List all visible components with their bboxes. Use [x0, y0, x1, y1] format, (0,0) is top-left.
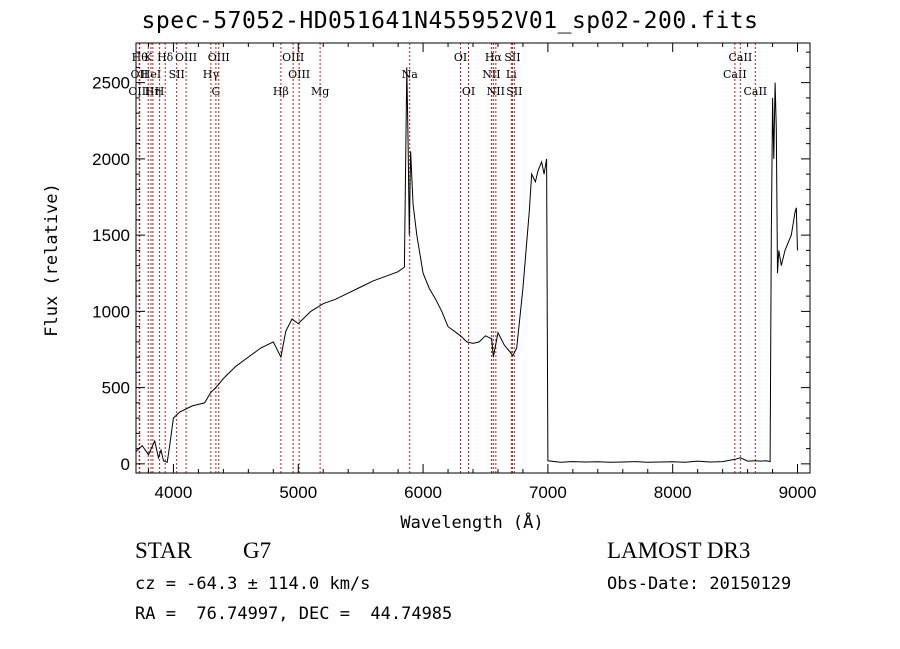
flux-series-line — [135, 67, 798, 464]
y-tick-label: 1500 — [92, 226, 130, 245]
line-label-22: NII — [487, 85, 505, 98]
redshift-velocity: cz = -64.3 ± 114.0 km/s — [135, 574, 371, 594]
survey-name: LAMOST DR3 — [607, 538, 751, 563]
plot-frame — [135, 42, 811, 474]
line-label-9: OIII — [175, 51, 197, 64]
line-label-20: NII — [482, 68, 500, 81]
object-subclass: G7 — [243, 538, 272, 563]
line-label-10: Hγ — [203, 68, 220, 81]
line-label-7: Hδ — [157, 51, 174, 64]
x-tick-label: 9000 — [779, 483, 817, 502]
object-type: STAR — [135, 538, 192, 563]
line-label-19: OI — [462, 85, 475, 98]
line-label-13: Hβ — [273, 85, 289, 98]
line-label-15: OIII — [288, 68, 310, 81]
x-tick-label: 7000 — [529, 483, 567, 502]
line-label-28: CaII — [743, 85, 767, 98]
line-label-26: CaII — [723, 68, 747, 81]
line-label-5: Hη — [145, 85, 161, 98]
coordinates: RA = 76.74997, DEC = 44.74985 — [135, 604, 453, 624]
y-tick-label: 1000 — [92, 302, 130, 321]
line-label-12: OIII — [208, 51, 230, 64]
line-label-17: Na — [402, 68, 419, 81]
x-tick-label: 8000 — [654, 483, 692, 502]
y-tick-label: 500 — [102, 379, 130, 398]
y-tick-label: 0 — [121, 455, 130, 474]
x-tick-label: 5000 — [279, 483, 317, 502]
line-label-25: SII — [506, 85, 522, 98]
x-tick-label: 4000 — [155, 483, 193, 502]
y-tick-label: 2500 — [92, 74, 130, 93]
line-label-18: OI — [454, 51, 467, 64]
line-label-8: SII — [169, 68, 185, 81]
x-tick-label: 6000 — [404, 483, 442, 502]
line-label-3: K — [144, 51, 153, 64]
x-axis-label: Wavelength (Å) — [400, 511, 543, 533]
line-label-2: OIII — [128, 85, 150, 98]
line-label-23: Li — [506, 68, 517, 81]
line-label-24: SII — [504, 51, 520, 64]
line-label-1: OII — [131, 68, 149, 81]
emission-line-markers: HθOIIOIIIKHeIHηHHδSIIOIIIHγGOIIIHβOIIIOI… — [128, 43, 767, 473]
y-axis: 0 500 1000 1500 2000 2500 — [92, 51, 810, 474]
x-axis: 4000 5000 6000 7000 8000 9000 — [147, 43, 817, 502]
line-label-4: HeI — [141, 68, 161, 81]
line-label-11: G — [211, 85, 220, 98]
line-label-14: OIII — [282, 51, 304, 64]
y-axis-label: Flux (relative) — [42, 183, 62, 337]
chart-title: spec-57052-HD051641N455952V01_sp02-200.f… — [141, 8, 759, 34]
line-label-21: Hα — [485, 51, 503, 64]
line-label-6: H — [155, 85, 165, 98]
line-label-27: CaII — [729, 51, 753, 64]
y-tick-label: 2000 — [92, 150, 130, 169]
observation-date: Obs-Date: 20150129 — [607, 574, 792, 594]
line-label-16: Mg — [311, 85, 329, 98]
